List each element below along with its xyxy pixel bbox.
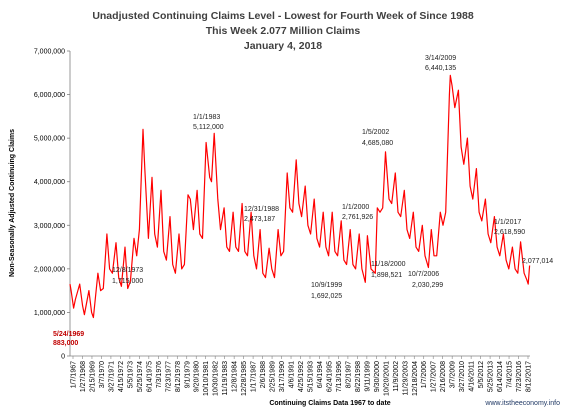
- annotation-value: 2,618,590: [494, 229, 525, 236]
- series-line: [69, 74, 531, 319]
- y-axis-title: Non-Seasonally Adjusted Continuing Claim…: [9, 129, 16, 277]
- annotation-value: 2,473,187: [244, 216, 275, 223]
- x-tick-label: 8/12/1978: [175, 361, 182, 392]
- annotation-value: 1,692,025: [311, 293, 342, 300]
- x-tick-label: 7/13/1996: [336, 361, 343, 392]
- x-tick-label: 5/5/2012: [478, 361, 485, 388]
- annotation-value: 2,030,299: [412, 282, 443, 289]
- y-tick-label: 0: [61, 354, 65, 361]
- credit-text: www.itstheeconomy.info: [484, 400, 560, 407]
- annotation-date: 11/18/2000: [371, 261, 406, 268]
- x-tick-label: 5/15/1993: [308, 361, 315, 392]
- x-tick-label: 3/27/2010: [459, 361, 466, 392]
- chart-title-line-1: Unadjusted Continuing Claims Level - Low…: [92, 10, 474, 22]
- x-tick-label: 1/27/1968: [80, 361, 87, 392]
- x-tick-label: 2/15/1969: [90, 361, 97, 392]
- x-tick-label: 7/4/2015: [507, 361, 514, 388]
- x-axis-ticks: 1/7/1967 1/27/1968 2/15/1969 3/7/1970 3/27/1…: [71, 356, 533, 396]
- x-tick-label: 10/30/1982: [213, 361, 220, 396]
- annotation-date: 10/7/2006: [408, 271, 439, 278]
- x-tick-label: 3/17/1990: [279, 361, 286, 392]
- annotation-value: 5,112,000: [193, 124, 224, 131]
- chart-title-line-2: This Week 2.077 Million Claims: [206, 25, 361, 37]
- x-tick-label: 1/7/2006: [421, 361, 428, 388]
- annotation-value: 2,761,926: [342, 214, 373, 221]
- x-tick-label: 11/29/2003: [402, 361, 409, 396]
- annotation-date: 1/1/2017: [494, 219, 521, 226]
- y-tick-label: 2,000,000: [34, 266, 65, 273]
- annotation-date: 12/31/1988: [244, 206, 279, 213]
- x-tick-label: 1/7/1967: [71, 361, 78, 388]
- y-tick-label: 1,000,000: [34, 310, 65, 317]
- annotation-date: 1/1/1983: [193, 114, 220, 121]
- annotation-date: 1/1/2000: [342, 204, 369, 211]
- x-tick-label: 8/2/1997: [345, 361, 352, 388]
- x-tick-label: 11/19/1983: [222, 361, 229, 396]
- y-tick-label: 3,000,000: [34, 223, 65, 230]
- x-tick-label: 1/27/2007: [431, 361, 438, 392]
- x-tick-label: 6/4/1994: [317, 361, 324, 388]
- annotation-date: 5/24/1969: [53, 331, 84, 338]
- annotation-value: 6,440,135: [425, 65, 456, 72]
- x-tick-label: 3/7/1970: [99, 361, 106, 388]
- x-tick-label: 9/30/2000: [374, 361, 381, 392]
- x-tick-label: 11/9/2002: [393, 361, 400, 392]
- x-tick-label: 10/10/1981: [203, 361, 210, 396]
- chart-title-line-3: January 4, 2018: [244, 40, 322, 52]
- annotations-layer: 5/24/1969 883,000 12/8/1973 1,715,000 1/1/19…: [53, 55, 553, 347]
- x-tick-label: 8/22/1998: [355, 361, 362, 392]
- annotation-value: 1,715,000: [112, 278, 143, 285]
- x-tick-label: 9/20/1980: [194, 361, 201, 392]
- y-tick-label: 4,000,000: [34, 179, 65, 186]
- x-tick-label: 12/8/1984: [232, 361, 239, 392]
- x-tick-label: 2/25/1989: [270, 361, 277, 392]
- annotation-date: 3/14/2009: [425, 55, 456, 62]
- x-tick-label: 12/28/1985: [241, 361, 248, 396]
- x-tick-label: 5/5/1973: [127, 361, 134, 388]
- y-axis-ticks: 0 1,000,000 2,000,000 3,000,000 4,000,000 5,0…: [34, 49, 70, 361]
- x-tick-label: 4/6/1991: [289, 361, 296, 388]
- x-tick-label: 6/14/2014: [497, 361, 504, 392]
- series-layer: [69, 74, 531, 319]
- x-tick-label: 3/27/1971: [108, 361, 115, 392]
- x-tick-label: 9/11/1999: [364, 361, 371, 392]
- y-tick-label: 6,000,000: [34, 92, 65, 99]
- x-tick-label: 6/14/1975: [146, 361, 153, 392]
- annotation-date: 10/9/1999: [311, 282, 342, 289]
- x-tick-label: 2/6/1988: [260, 361, 267, 388]
- x-tick-label: 5/25/2013: [488, 361, 495, 392]
- x-tick-label: 6/24/1995: [326, 361, 333, 392]
- x-tick-label: 3/7/2009: [450, 361, 457, 388]
- annotation-date: 1/5/2002: [362, 129, 389, 136]
- x-tick-label: 8/12/2017: [526, 361, 533, 392]
- x-axis-title: Continuing Claims Data 1967 to date: [269, 400, 390, 407]
- annotation-value: 1,898,521: [371, 272, 402, 279]
- x-tick-label: 4/16/2011: [469, 361, 476, 392]
- x-tick-label: 5/25/1974: [137, 361, 144, 392]
- x-tick-label: 10/20/2001: [383, 361, 390, 396]
- y-tick-label: 7,000,000: [34, 49, 65, 56]
- annotation-value: 883,000: [53, 340, 78, 347]
- x-tick-label: 7/23/1977: [165, 361, 172, 392]
- x-tick-label: 7/23/2016: [516, 361, 523, 392]
- annotation-value: 4,685,080: [362, 140, 393, 147]
- x-tick-label: 4/25/1992: [298, 361, 305, 392]
- x-tick-label: 7/3/1976: [156, 361, 163, 388]
- x-tick-label: 12/18/2004: [412, 361, 419, 396]
- chart-titles: Unadjusted Continuing Claims Level - Low…: [92, 10, 474, 52]
- x-tick-label: 2/16/2008: [440, 361, 447, 392]
- annotation-date: 12/8/1973: [112, 267, 143, 274]
- x-tick-label: 9/1/1979: [184, 361, 191, 388]
- annotation-value: 2,077,014: [522, 258, 553, 265]
- y-tick-label: 5,000,000: [34, 136, 65, 143]
- x-tick-label: 1/17/1987: [251, 361, 258, 392]
- x-tick-label: 4/15/1972: [118, 361, 125, 392]
